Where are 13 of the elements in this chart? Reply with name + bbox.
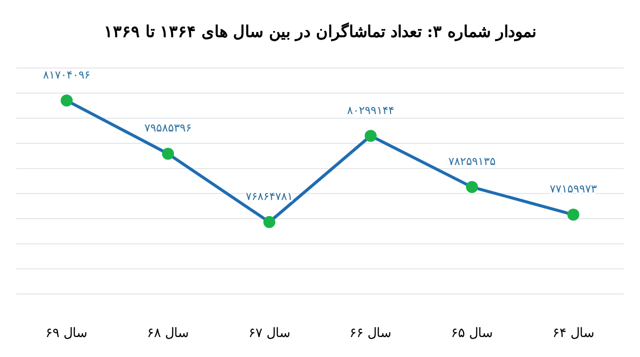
data-label: ۷۸۲۵۹۱۳۵ xyxy=(448,155,496,168)
chart-title: نمودار شماره ۳: تعداد تماشاگران در بین سال های ۱۳۶۴ تا ۱۳۶۹ xyxy=(104,22,536,42)
x-tick-label: سال ۶۵ xyxy=(450,326,494,341)
data-label: ۷۷۱۵۹۹۷۳ xyxy=(550,182,598,196)
x-tick-label: سال ۶۶ xyxy=(350,326,392,341)
data-label: ۸۰۲۹۹۱۴۴ xyxy=(347,104,394,117)
x-tick-label: سال ۶۸ xyxy=(146,326,190,341)
x-tick-label: سال ۶۹ xyxy=(46,326,88,341)
data-label: ۷۶۸۶۴۷۸۱ xyxy=(246,190,293,204)
data-label: ۷۹۵۸۵۳۹۶ xyxy=(144,122,192,135)
x-tick-label: سال ۶۴ xyxy=(552,326,594,341)
data-label: ۸۱۷۰۴۰۹۶ xyxy=(43,68,90,82)
x-tick-label: سال ۶۷ xyxy=(248,326,290,341)
